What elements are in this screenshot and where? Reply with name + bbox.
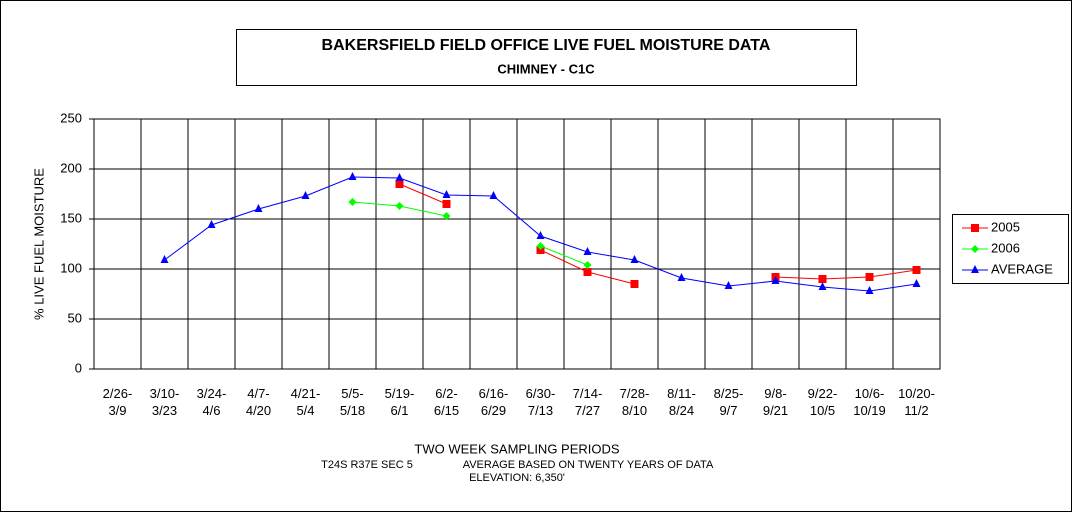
footnote: T24S R37E SEC 5 [321,459,413,471]
marker [971,265,979,273]
x-tick-label: 7/28-8/10 [620,386,650,418]
marker [630,280,639,288]
chart-title: BAKERSFIELD FIELD OFFICE LIVE FUEL MOIST… [322,37,771,54]
x-tick-label: 6/30-7/13 [526,386,556,418]
footnote: AVERAGE BASED ON TWENTY YEARS OF DATA [463,459,714,471]
marker [489,191,498,199]
y-axis-title: % LIVE FUEL MOISTURE [31,168,46,320]
x-tick-label: 5/5-5/18 [340,386,365,418]
x-tick-label: 5/19-6/1 [385,386,415,418]
marker [536,242,545,250]
y-tick-label: 150 [60,210,82,225]
legend-label: 2005 [991,219,1020,234]
x-tick-label: 4/7-4/20 [246,386,271,418]
marker [865,286,874,294]
x-tick-label: 6/16-6/29 [479,386,509,418]
x-tick-label: 8/11-8/24 [667,386,696,418]
marker [583,268,592,276]
marker [677,273,686,281]
x-tick-label: 10/6-10/19 [853,386,886,418]
x-tick-label: 2/26-3/9 [103,386,133,418]
marker [724,281,733,289]
marker [971,224,979,232]
marker [442,200,451,208]
x-tick-label: 3/24-4/6 [197,386,227,418]
footnote: ELEVATION: 6,350' [469,472,565,484]
marker [348,198,357,206]
legend-label: 2006 [991,240,1020,255]
title-box [236,29,857,86]
x-tick-label: 3/10-3/23 [150,386,180,418]
marker [254,204,263,212]
marker [912,266,921,274]
marker [395,202,404,210]
marker [301,191,310,199]
marker [207,220,216,228]
x-tick-label: 4/21-5/4 [291,386,321,418]
marker [583,247,592,255]
x-tick-label: 9/8-9/21 [763,386,788,418]
marker [160,255,169,263]
marker [912,279,921,287]
legend-label: AVERAGE [991,261,1053,276]
x-tick-label: 8/25-9/7 [714,386,744,418]
y-tick-label: 0 [75,360,82,375]
marker [536,231,545,239]
marker [442,212,451,220]
y-tick-label: 50 [68,310,82,325]
x-axis-title: TWO WEEK SAMPLING PERIODS [414,441,619,456]
y-tick-label: 250 [60,110,82,125]
x-tick-label: 9/22-10/5 [808,386,838,418]
x-tick-label: 7/14-7/27 [573,386,603,418]
marker [818,275,827,283]
marker [971,245,979,253]
x-tick-label: 6/2-6/15 [434,386,459,418]
marker [865,273,874,281]
marker [818,282,827,290]
marker [630,255,639,263]
marker [442,190,451,198]
y-tick-label: 200 [60,160,82,175]
y-tick-label: 100 [60,260,82,275]
marker [348,172,357,180]
marker [771,276,780,284]
marker [583,261,592,269]
chart-subtitle: CHIMNEY - C1C [497,61,595,76]
marker [395,173,404,181]
marker [395,180,404,188]
x-tick-label: 10/20-11/2 [898,386,935,418]
